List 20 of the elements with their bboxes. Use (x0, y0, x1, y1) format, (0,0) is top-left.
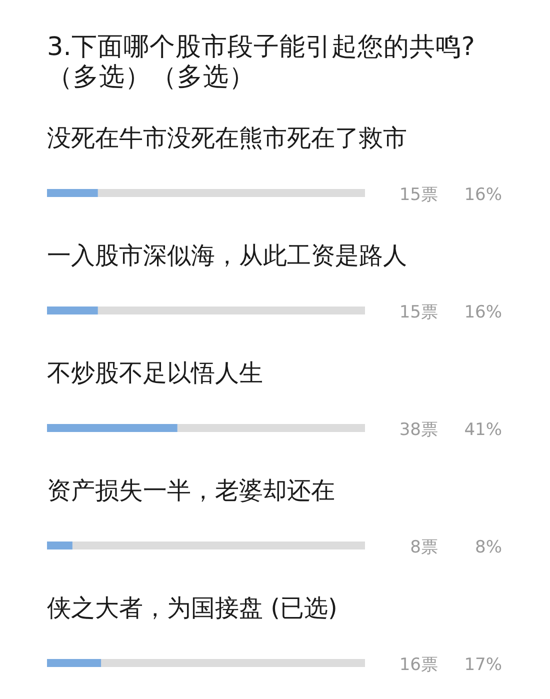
data-label: 16% (464, 302, 502, 322)
text: 15票 (399, 185, 438, 205)
y-tick-label: 不炒股不足以悟人生 (47, 359, 263, 387)
data-label: 16% (464, 185, 502, 205)
bar (47, 189, 98, 197)
bar (47, 659, 102, 667)
text: 16票 (399, 655, 438, 675)
y-tick-label: 一入股市深似海，从此工资是路人 (47, 242, 407, 270)
y-tick-label: 侠之大者，为国接盘 (已选) (47, 594, 338, 622)
bar (47, 542, 72, 550)
y-tick-label: 资产损失一半，老婆却还在 (47, 476, 335, 504)
data-label: 17% (464, 655, 502, 675)
text: 8票 (410, 538, 438, 558)
text: 15票 (399, 302, 438, 322)
bar (47, 306, 98, 314)
y-tick-label: 没死在牛市没死在熊市死在了救市 (47, 124, 407, 152)
chart-title: 3.下面哪个股市段子能引起您的共鸣?（多选）（多选） (47, 32, 475, 92)
data-label: 41% (464, 420, 502, 440)
text: 38票 (399, 420, 438, 440)
data-label: 8% (475, 538, 502, 558)
